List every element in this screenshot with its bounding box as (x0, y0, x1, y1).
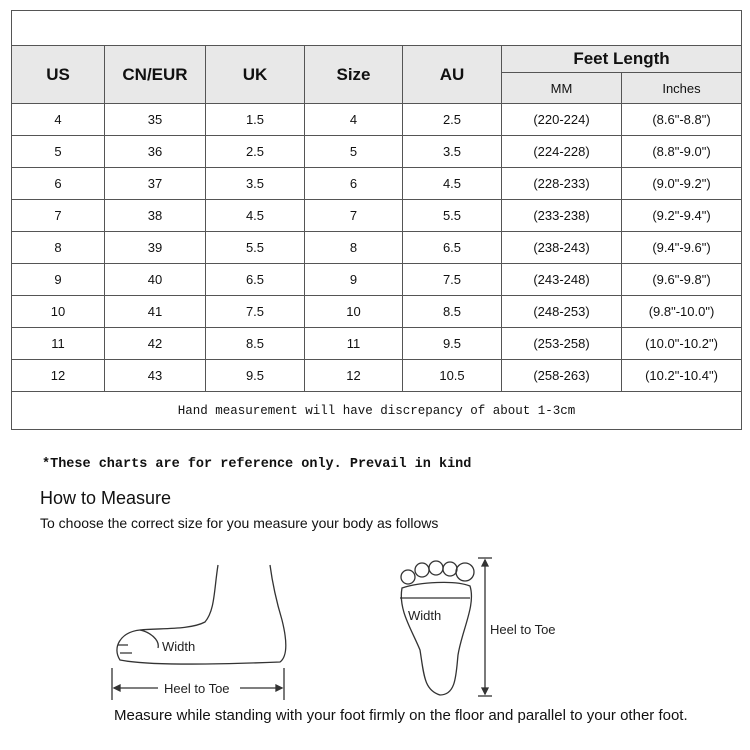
table-cell: (224-228) (501, 135, 622, 168)
top-foot-illustration (400, 560, 475, 696)
foot-measure-diagram: Width Heel to Toe Width Heel to Toe (111, 557, 556, 700)
table-cell: 11 (11, 327, 105, 360)
header-feet-length: Feet Length (500, 45, 743, 73)
table-cell: 6.5 (205, 263, 305, 296)
table-cell: 7 (11, 199, 105, 232)
header-cn-eur: CN/EUR (104, 45, 206, 104)
table-row: 10 41 7.5 10 8.5 (248-253) (9.8"-10.0") (11, 295, 743, 328)
table-cell: 37 (104, 167, 206, 200)
table-cell: 4 (11, 103, 105, 136)
table-cell: 8 (11, 231, 105, 264)
top-length-arrow (478, 557, 492, 697)
table-cell: 7 (304, 199, 403, 232)
size-chart-table: US CN/EUR UK Size AU Feet Length MM Inch… (10, 10, 743, 430)
table-cell: (248-253) (501, 295, 622, 328)
table-cell: 9 (304, 263, 403, 296)
side-width-label: Width (162, 639, 195, 654)
table-cell: (9.8"-10.0") (620, 295, 743, 328)
side-foot-illustration (116, 564, 287, 665)
table-cell: (9.6"-9.8") (620, 263, 743, 296)
table-cell: 7.5 (205, 295, 305, 328)
table-row: 5 36 2.5 5 3.5 (224-228) (8.8"-9.0") (11, 135, 743, 168)
side-length-label: Heel to Toe (164, 681, 230, 696)
header-au: AU (402, 45, 502, 104)
table-cell: 10.5 (402, 359, 502, 392)
table-cell: (8.6"-8.8") (620, 103, 743, 136)
how-to-measure-title: How to Measure (40, 488, 172, 508)
table-cell: 4.5 (205, 199, 305, 232)
table-cell: 8 (304, 231, 403, 264)
table-cell: (253-258) (501, 327, 622, 360)
table-cell: (9.4"-9.6") (620, 231, 743, 264)
table-cell: (228-233) (501, 167, 622, 200)
table-row: 4 35 1.5 4 2.5 (220-224) (8.6"-8.8") (11, 103, 743, 136)
table-cell: 41 (104, 295, 206, 328)
table-cell: 39 (104, 231, 206, 264)
table-cell: 12 (11, 359, 105, 392)
table-cell: 43 (104, 359, 206, 392)
table-cell: 38 (104, 199, 206, 232)
table-cell: 5 (304, 135, 403, 168)
header-us: US (11, 45, 105, 104)
table-cell: 5.5 (205, 231, 305, 264)
table-cell: 36 (104, 135, 206, 168)
table-footer-note: Hand measurement will have discrepancy o… (10, 391, 743, 430)
table-row: 8 39 5.5 8 6.5 (238-243) (9.4"-9.6") (11, 231, 743, 264)
header-uk: UK (205, 45, 305, 104)
table-cell: (238-243) (501, 231, 622, 264)
table-cell: 8.5 (402, 295, 502, 328)
table-cell: 9.5 (402, 327, 502, 360)
table-cell: (220-224) (501, 103, 622, 136)
table-cell: 2.5 (205, 135, 305, 168)
table-cell: (9.0"-9.2") (620, 167, 743, 200)
table-row: 7 38 4.5 7 5.5 (233-238) (9.2"-9.4") (11, 199, 743, 232)
table-cell: 4.5 (402, 167, 502, 200)
table-cell: (258-263) (501, 359, 622, 392)
table-cell: 6.5 (402, 231, 502, 264)
table-cell: 10 (11, 295, 105, 328)
table-cell: 7.5 (402, 263, 502, 296)
header-inches: Inches (620, 72, 743, 104)
top-length-label: Heel to Toe (490, 622, 556, 637)
table-cell: 35 (104, 103, 206, 136)
table-cell: 1.5 (205, 103, 305, 136)
table-row: 12 43 9.5 12 10.5 (258-263) (10.2"-10.4") (11, 359, 743, 392)
top-width-label: Width (408, 608, 441, 623)
table-cell: 42 (104, 327, 206, 360)
table-cell: (233-238) (501, 199, 622, 232)
table-cell: 6 (304, 167, 403, 200)
header-size: Size (304, 45, 403, 104)
table-cell: 9 (11, 263, 105, 296)
reference-note: *These charts are for reference only. Pr… (42, 457, 472, 472)
table-cell: 12 (304, 359, 403, 392)
table-cell: 11 (304, 327, 403, 360)
table-cell: (10.2"-10.4") (620, 359, 743, 392)
table-row: 6 37 3.5 6 4.5 (228-233) (9.0"-9.2") (11, 167, 743, 200)
table-cell: (10.0"-10.2") (620, 327, 743, 360)
table-row: 11 42 8.5 11 9.5 (253-258) (10.0"-10.2") (11, 327, 743, 360)
table-cell: 5 (11, 135, 105, 168)
blank-title-row (10, 10, 743, 46)
table-row: 9 40 6.5 9 7.5 (243-248) (9.6"-9.8") (11, 263, 743, 296)
measure-instruction: Measure while standing with your foot fi… (114, 707, 688, 724)
header-mm: MM (501, 72, 622, 104)
table-cell: 6 (11, 167, 105, 200)
how-to-measure-subtitle: To choose the correct size for you measu… (40, 515, 439, 531)
table-cell: (8.8"-9.0") (620, 135, 743, 168)
table-cell: 3.5 (402, 135, 502, 168)
table-cell: 2.5 (402, 103, 502, 136)
table-cell: 8.5 (205, 327, 305, 360)
table-cell: 5.5 (402, 199, 502, 232)
table-cell: 40 (104, 263, 206, 296)
table-cell: (243-248) (501, 263, 622, 296)
table-cell: 10 (304, 295, 403, 328)
table-cell: (9.2"-9.4") (620, 199, 743, 232)
table-cell: 9.5 (205, 359, 305, 392)
table-cell: 3.5 (205, 167, 305, 200)
side-length-arrow (111, 668, 285, 700)
table-cell: 4 (304, 103, 403, 136)
